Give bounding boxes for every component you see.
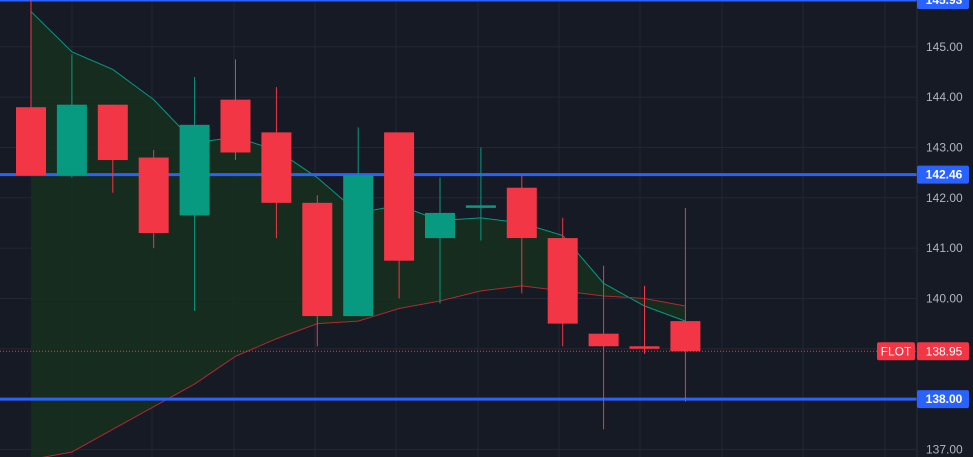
candle-body[interactable] <box>629 346 660 349</box>
level-price-box[interactable] <box>917 165 969 184</box>
y-tick-label: 144.00 <box>926 90 963 104</box>
candle-down[interactable] <box>138 149 169 249</box>
candle-body[interactable] <box>138 157 169 234</box>
candle-body[interactable] <box>670 321 701 352</box>
candle-body[interactable] <box>220 99 251 153</box>
candle-body[interactable] <box>506 187 537 239</box>
level-price-label: 138.00 <box>926 392 963 406</box>
candle-body[interactable] <box>302 202 333 317</box>
candle-down[interactable] <box>16 0 46 176</box>
y-tick-label: 145.00 <box>926 40 963 54</box>
candle-body[interactable] <box>588 333 619 347</box>
candle-down[interactable] <box>302 195 333 347</box>
candle-body[interactable] <box>179 124 210 216</box>
candle-up[interactable] <box>343 127 374 317</box>
candle-body[interactable] <box>97 104 128 161</box>
candle-down[interactable] <box>97 104 128 193</box>
candle-down[interactable] <box>670 207 701 402</box>
last-price-label: 138.95 <box>926 344 963 358</box>
ticker-tag-label: FLOT <box>881 344 912 358</box>
candle-body[interactable] <box>384 132 415 261</box>
candle-down[interactable] <box>261 87 292 239</box>
candle-body[interactable] <box>425 212 455 239</box>
candle-up[interactable] <box>425 177 455 304</box>
candle-up[interactable] <box>465 147 496 241</box>
candle-body[interactable] <box>343 175 374 317</box>
candle-down[interactable] <box>588 265 619 430</box>
candles[interactable] <box>16 0 701 430</box>
ticker-tag <box>877 342 915 361</box>
y-tick-label: 143.00 <box>926 140 963 154</box>
candle-down[interactable] <box>547 217 578 347</box>
y-tick-label: 137.00 <box>926 442 963 456</box>
candle-body[interactable] <box>465 205 496 208</box>
candle-down[interactable] <box>220 59 251 161</box>
candle-up[interactable] <box>179 77 210 312</box>
price-axis[interactable]: 137.00138.00139.00140.00141.00142.00143.… <box>877 0 969 457</box>
candle-body[interactable] <box>261 132 292 203</box>
y-tick-label: 141.00 <box>926 241 963 255</box>
level-price-box[interactable] <box>917 0 969 9</box>
candle-down[interactable] <box>506 175 537 294</box>
level-price-box[interactable] <box>917 390 969 409</box>
candle-down[interactable] <box>384 132 415 299</box>
level-price-label: 142.46 <box>926 168 963 182</box>
candle-body[interactable] <box>547 238 578 324</box>
candle-down[interactable] <box>629 285 660 354</box>
last-price-box <box>917 342 969 361</box>
y-tick-label: 140.00 <box>926 291 963 305</box>
y-tick-label: 142.00 <box>926 191 963 205</box>
candle-body[interactable] <box>56 104 87 176</box>
candle-up[interactable] <box>56 54 87 178</box>
candle-body[interactable] <box>16 107 46 176</box>
level-price-label: 145.93 <box>926 0 963 7</box>
